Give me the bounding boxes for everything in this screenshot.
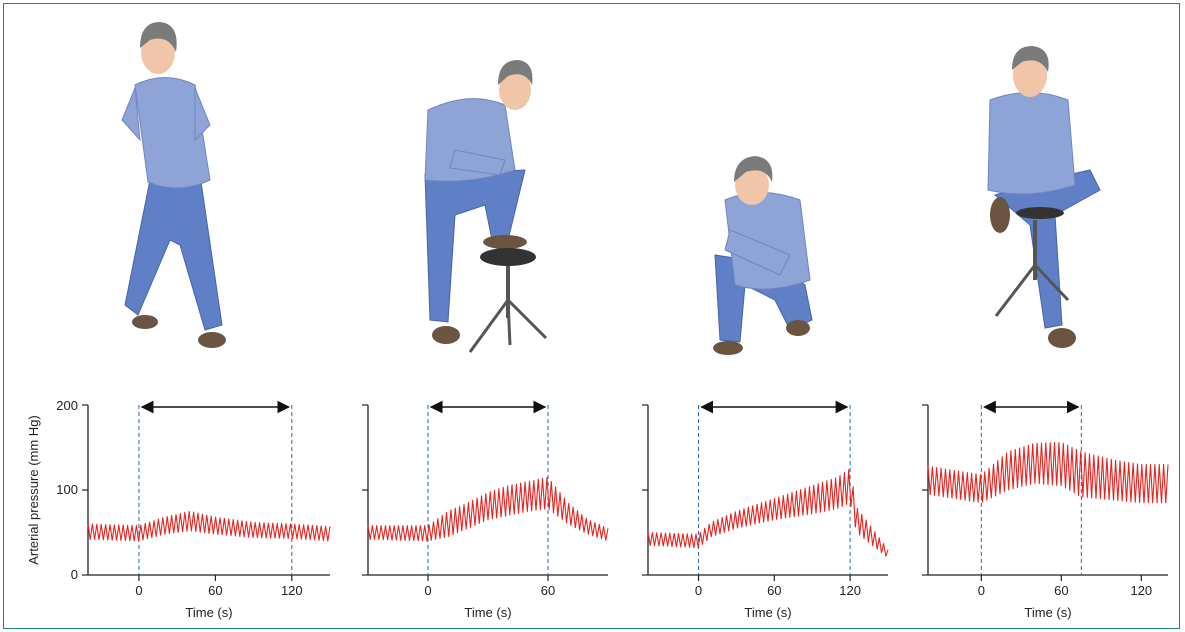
chart-panel-foot-on-stool: 0 60 Time (s) bbox=[362, 400, 609, 620]
x-tick-label: 0 bbox=[695, 583, 702, 598]
pressure-trace bbox=[87, 510, 331, 542]
x-tick-label: 120 bbox=[839, 583, 861, 598]
x-tick-label: 60 bbox=[208, 583, 222, 598]
pressure-trace bbox=[367, 476, 609, 542]
x-tick-label: 120 bbox=[281, 583, 303, 598]
person-legs-crossed-standing bbox=[121, 22, 226, 348]
person-squatting bbox=[713, 156, 813, 355]
x-tick-label: 0 bbox=[135, 583, 142, 598]
figure-frame bbox=[3, 3, 1180, 629]
person-foot-on-stool bbox=[424, 60, 548, 353]
x-tick-label: 0 bbox=[978, 583, 985, 598]
y-tick-label: 0 bbox=[71, 567, 78, 582]
chart-panel-legs-crossed: 0 60 120 Time (s) bbox=[82, 400, 331, 620]
x-tick-label: 120 bbox=[1130, 583, 1152, 598]
chart-panel-sitting: 0 60 120 Time (s) bbox=[922, 400, 1169, 620]
x-axis-title: Time (s) bbox=[1024, 605, 1071, 620]
y-tick-label: 100 bbox=[56, 482, 78, 497]
x-axis-title: Time (s) bbox=[185, 605, 232, 620]
x-tick-label: 60 bbox=[767, 583, 781, 598]
pressure-trace bbox=[927, 441, 1169, 504]
x-tick-label: 0 bbox=[424, 583, 431, 598]
x-tick-label: 60 bbox=[1054, 583, 1068, 598]
x-axis-title: Time (s) bbox=[744, 605, 791, 620]
chart-panel-squatting: 0 60 120 Time (s) bbox=[642, 400, 889, 620]
person-sitting-legs-crossed bbox=[987, 46, 1101, 348]
y-tick-label: 200 bbox=[56, 398, 78, 413]
y-axis-title: Arterial pressure (mm Hg) bbox=[26, 415, 41, 565]
x-axis-title: Time (s) bbox=[464, 605, 511, 620]
pressure-trace bbox=[647, 469, 889, 557]
x-tick-label: 60 bbox=[541, 583, 555, 598]
